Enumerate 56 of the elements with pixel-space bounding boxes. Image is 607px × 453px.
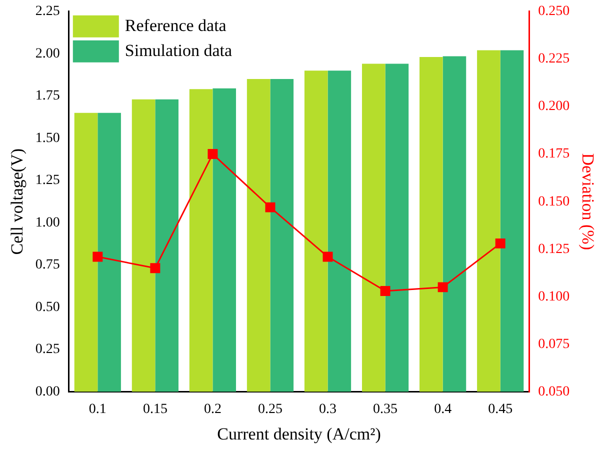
legend-label: Reference data: [124, 16, 227, 35]
bar: [155, 99, 178, 392]
x-axis-title: Current density (A/cm²): [217, 424, 381, 444]
y-tick-label: 1.50: [35, 130, 60, 146]
y2-tick-label: 0.050: [538, 384, 570, 400]
x-tick-label: 0.4: [434, 402, 452, 417]
x-tick-label: 0.45: [488, 402, 513, 417]
bar: [304, 70, 328, 392]
y2-tick-label: 0.100: [538, 289, 570, 304]
bar: [362, 64, 386, 392]
y-tick-label: 0.75: [35, 258, 60, 273]
bar: [328, 70, 352, 392]
x-tick-label: 0.1: [88, 402, 106, 417]
y-tick-label: 2.00: [35, 46, 60, 62]
bar: [98, 112, 121, 392]
point: [495, 238, 506, 248]
y-tick-label: 0.50: [35, 300, 60, 315]
x-tick-label: 0.3: [319, 402, 337, 417]
bar: [132, 99, 156, 392]
y-tick-label: 1.25: [35, 173, 60, 188]
point: [150, 263, 160, 274]
x-tick-label: 0.15: [142, 402, 168, 417]
x-tick-label: 0.35: [373, 402, 398, 417]
bar: [385, 64, 409, 392]
y-tick-label: 1.00: [35, 215, 60, 230]
x-tick-label: 0.25: [258, 402, 282, 417]
y2-tick-label: 0.175: [538, 146, 570, 162]
bar: [500, 50, 524, 392]
y-tick-label: 2.25: [35, 4, 60, 20]
y2-tick-label: 0.250: [538, 4, 570, 20]
bar: [442, 56, 466, 392]
y2-tick-label: 0.125: [538, 242, 570, 257]
point: [92, 252, 103, 262]
y-axis-title: Cell voltage(V): [8, 148, 27, 255]
y2-tick-label: 0.225: [538, 52, 570, 67]
y-tick-label: 0.00: [35, 384, 60, 400]
bar: [189, 89, 213, 392]
y-tick-label: 0.25: [35, 342, 60, 358]
point: [208, 149, 218, 160]
y2-tick-label: 0.075: [538, 336, 570, 352]
bar: [246, 79, 270, 392]
point: [380, 286, 390, 296]
bar: [74, 112, 98, 392]
bar: [212, 88, 236, 392]
y2-axis-title: Deviation (%): [578, 153, 598, 250]
point: [265, 202, 276, 212]
y2-tick-label: 0.200: [538, 99, 570, 114]
bar: [420, 57, 443, 392]
x-tick-label: 0.2: [204, 402, 222, 417]
point: [322, 252, 333, 262]
bar: [270, 79, 294, 392]
bar: [477, 50, 500, 392]
legend-label: Simulation data: [124, 40, 233, 60]
y2-tick-label: 0.150: [538, 194, 570, 210]
point: [438, 282, 448, 292]
y-tick-label: 1.75: [35, 88, 60, 104]
